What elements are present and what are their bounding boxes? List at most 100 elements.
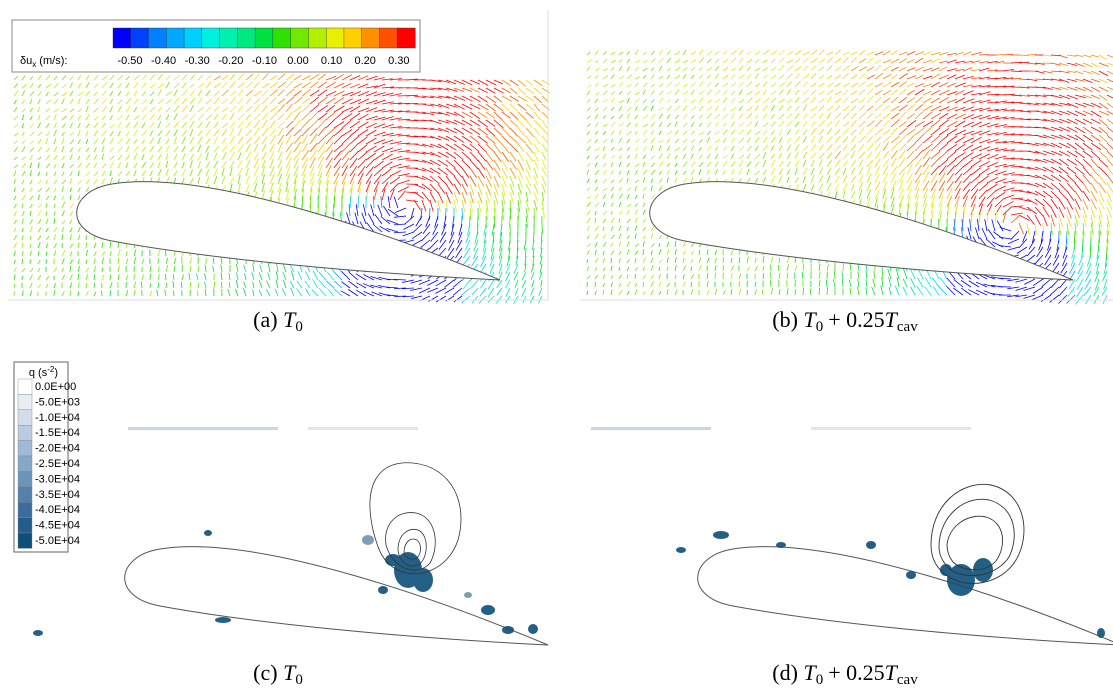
vector: [496, 279, 503, 289]
vector: [493, 159, 501, 171]
vector: [373, 131, 386, 137]
vector: [93, 107, 99, 113]
vector: [882, 128, 891, 136]
vector: [301, 180, 305, 193]
vector: [452, 215, 455, 228]
vector: [658, 234, 662, 240]
vector: [45, 202, 48, 209]
vector: [1018, 158, 1031, 161]
vector: [714, 265, 717, 272]
vector: [932, 285, 940, 296]
q-field-d: [591, 427, 1113, 646]
vector: [189, 120, 195, 129]
vector: [181, 121, 187, 129]
vector: [770, 105, 776, 112]
vector: [1031, 294, 1044, 301]
vector: [858, 182, 863, 192]
vector: [778, 272, 781, 280]
vector: [618, 218, 621, 224]
vector: [754, 67, 761, 72]
vector: [778, 98, 786, 104]
vector: [866, 120, 875, 128]
vector: [133, 162, 138, 169]
vector: [802, 73, 810, 80]
vector: [850, 144, 856, 152]
vector: [1050, 206, 1057, 218]
vector: [77, 259, 80, 265]
vector: [13, 195, 17, 201]
vector: [45, 154, 50, 161]
vector: [355, 289, 367, 297]
vector: [986, 147, 999, 152]
vector: [754, 105, 759, 112]
vector: [826, 287, 828, 296]
vector: [586, 187, 591, 192]
vector: [809, 288, 812, 296]
vector: [626, 218, 631, 224]
vector: [738, 154, 744, 160]
vector: [525, 127, 534, 137]
vector: [1074, 110, 1087, 117]
vector: [69, 187, 72, 193]
color-swatch: [219, 27, 238, 49]
vector: [594, 226, 599, 232]
vector: [85, 114, 90, 121]
colorbar-tick-label: 0.30: [388, 55, 409, 67]
vector: [994, 163, 1007, 168]
vector: [1058, 174, 1069, 183]
vector: [618, 267, 621, 272]
vector: [954, 203, 959, 216]
vector: [778, 82, 786, 88]
vector: [802, 104, 808, 112]
vector: [77, 139, 81, 145]
vector: [373, 92, 386, 97]
vector: [874, 64, 882, 72]
vector: [1098, 78, 1108, 83]
vector: [1074, 166, 1085, 175]
vector: [533, 111, 541, 121]
vector: [658, 97, 664, 104]
vector: [69, 251, 73, 257]
vector: [610, 179, 615, 184]
vector: [445, 191, 451, 204]
vector: [301, 134, 309, 145]
vector: [610, 202, 614, 208]
vector: [141, 154, 145, 161]
vector: [429, 175, 440, 184]
vector: [778, 136, 783, 144]
vector: [650, 178, 653, 184]
vector: [53, 108, 60, 113]
vector: [1042, 158, 1055, 164]
vector: [69, 122, 73, 129]
vector: [754, 72, 759, 80]
vector: [1034, 118, 1047, 122]
vector: [1066, 190, 1075, 201]
vector: [730, 112, 735, 120]
vector: [1052, 254, 1060, 266]
vector: [730, 129, 736, 136]
vector: [69, 219, 73, 225]
vector: [13, 83, 18, 89]
vector: [1090, 222, 1094, 235]
vector: [1007, 286, 1020, 290]
vector: [69, 203, 75, 209]
vector: [402, 231, 415, 237]
vector: [13, 242, 18, 249]
vector: [483, 223, 487, 236]
vector: [978, 107, 991, 112]
vector: [133, 153, 138, 161]
vector: [650, 74, 655, 80]
vector: [930, 97, 940, 104]
vector: [754, 114, 759, 120]
vector: [874, 97, 882, 104]
vector: [714, 130, 720, 136]
vector: [1066, 166, 1077, 175]
vector: [357, 83, 369, 89]
vector: [1094, 270, 1100, 283]
vector: [786, 105, 792, 112]
vector: [77, 273, 80, 281]
vector: [389, 163, 402, 169]
vector: [37, 91, 42, 97]
vector: [1066, 158, 1078, 166]
vector: [866, 189, 871, 200]
